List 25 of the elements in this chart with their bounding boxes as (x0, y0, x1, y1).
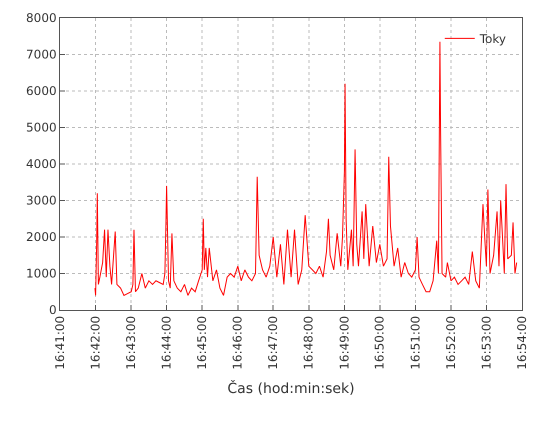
y-tick-label: 1000 (26, 266, 57, 281)
x-tick-label: 16:54:00 (514, 316, 529, 370)
x-tick-label: 16:43:00 (124, 316, 138, 370)
y-tick-label: 5000 (26, 120, 57, 135)
y-tick-label: 7000 (26, 48, 57, 62)
x-tick-label: 16:52:00 (444, 316, 458, 370)
y-tick-label: 3000 (26, 194, 57, 208)
legend-label: Toky (478, 32, 506, 46)
x-tick-label: 16:47:00 (266, 316, 280, 370)
x-tick-label: 16:53:00 (479, 316, 494, 370)
x-tick-label: 16:50:00 (372, 316, 387, 370)
x-tick-label: 16:48:00 (302, 316, 316, 370)
x-tick-label: 16:49:00 (337, 316, 352, 370)
x-tick-label: 16:44:00 (160, 316, 174, 370)
x-tick-label: 16:42:00 (88, 316, 102, 370)
x-tick-label: 16:41:00 (52, 316, 67, 370)
x-tick-label: 16:45:00 (195, 316, 210, 370)
x-tick-label: 16:46:00 (230, 316, 245, 370)
y-tick-label: 0 (48, 303, 57, 318)
y-tick-label: 2000 (26, 230, 57, 244)
y-tick-label: 6000 (26, 84, 57, 98)
y-tick-label: 4000 (26, 157, 57, 172)
x-axis-title: Čas (hod:min:sek) (227, 380, 355, 398)
x-tick-label: 16:51:00 (408, 316, 422, 370)
y-tick-label: 8000 (26, 11, 57, 26)
